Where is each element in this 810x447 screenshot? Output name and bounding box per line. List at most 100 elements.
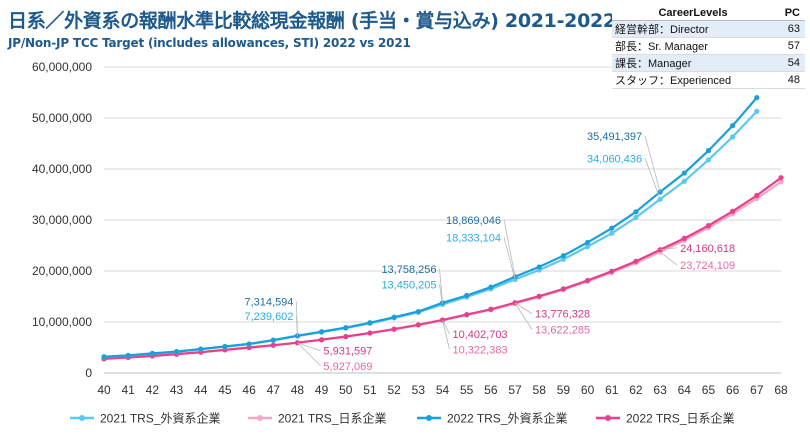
data-point bbox=[391, 314, 397, 320]
y-tick-label: 10,000,000 bbox=[32, 315, 92, 329]
data-label: 13,450,205 bbox=[381, 279, 436, 291]
data-point bbox=[681, 235, 687, 241]
pc-header: PC bbox=[774, 5, 805, 21]
data-point bbox=[560, 286, 566, 292]
x-tick-label: 41 bbox=[121, 383, 135, 397]
data-point bbox=[730, 123, 736, 129]
career-level-pc: 48 bbox=[774, 71, 805, 89]
data-point bbox=[584, 277, 591, 284]
data-point bbox=[319, 337, 325, 343]
x-tick-label: 44 bbox=[194, 383, 208, 397]
table-row: スタッフ：Experienced 48 bbox=[612, 71, 805, 89]
annotation-leader-line bbox=[442, 320, 450, 350]
data-label: 18,869,046 bbox=[446, 215, 501, 227]
legend-item: 2022 TRS_日系企業 bbox=[596, 411, 735, 426]
data-point bbox=[319, 329, 325, 335]
x-tick-label: 40 bbox=[97, 383, 111, 397]
x-tick-label: 66 bbox=[726, 383, 740, 397]
legend-swatch-marker bbox=[257, 415, 263, 421]
annotation-leader-line bbox=[439, 284, 443, 305]
data-label: 35,491,397 bbox=[587, 131, 642, 143]
career-level-label: スタッフ：Experienced bbox=[612, 71, 775, 89]
chart-subtitle: JP/Non-JP TCC Target (includes allowance… bbox=[8, 36, 411, 50]
data-point bbox=[584, 243, 591, 250]
x-tick-label: 67 bbox=[750, 383, 764, 397]
y-tick-label: 0 bbox=[85, 366, 92, 380]
x-tick-label: 54 bbox=[436, 383, 450, 397]
career-level-table: CareerLevels PC 経営幹部：Director 63 部長：Sr. … bbox=[612, 5, 805, 89]
data-point bbox=[464, 292, 470, 299]
data-point bbox=[101, 354, 107, 360]
data-point bbox=[367, 320, 373, 326]
data-label: 18,333,104 bbox=[446, 233, 501, 245]
data-point bbox=[584, 239, 591, 246]
legend-swatch-marker bbox=[79, 415, 85, 421]
x-tick-label: 57 bbox=[508, 383, 522, 397]
x-tick-label: 43 bbox=[170, 383, 184, 397]
annotation-leader-line bbox=[297, 342, 321, 367]
table-row: 課長：Manager 54 bbox=[612, 54, 805, 72]
data-label: 34,060,436 bbox=[587, 153, 642, 165]
career-level-label: 経営幹部：Director bbox=[612, 20, 775, 38]
data-label: 23,724,109 bbox=[680, 260, 735, 272]
x-tick-label: 68 bbox=[774, 383, 788, 397]
legend-item: 2022 TRS_外資系企業 bbox=[417, 411, 568, 426]
x-tick-label: 46 bbox=[242, 383, 256, 397]
career-level-pc: 63 bbox=[774, 20, 805, 38]
career-levels-header: CareerLevels bbox=[612, 5, 775, 21]
annotation-leader-line bbox=[442, 319, 450, 335]
data-point bbox=[270, 342, 276, 348]
x-tick-label: 55 bbox=[460, 383, 474, 397]
data-point bbox=[633, 258, 639, 264]
annotation-leader-line bbox=[296, 316, 298, 337]
legend-label: 2021 TRS_外資系企業 bbox=[100, 411, 221, 426]
x-tick-label: 53 bbox=[412, 383, 426, 397]
y-tick-label: 60,000,000 bbox=[32, 60, 92, 74]
data-point bbox=[754, 95, 760, 101]
annotation-leader-line bbox=[514, 302, 533, 315]
data-point bbox=[536, 264, 542, 270]
x-tick-label: 60 bbox=[581, 383, 595, 397]
data-point bbox=[633, 209, 639, 215]
career-level-pc: 57 bbox=[774, 37, 805, 55]
data-point bbox=[222, 343, 228, 350]
data-point bbox=[367, 330, 373, 336]
data-point bbox=[173, 348, 180, 355]
data-point bbox=[681, 170, 687, 176]
x-tick-label: 47 bbox=[267, 383, 281, 397]
y-tick-label: 50,000,000 bbox=[32, 111, 92, 125]
data-label: 7,239,602 bbox=[244, 311, 293, 323]
data-point bbox=[246, 341, 252, 347]
data-label: 13,776,328 bbox=[535, 309, 590, 321]
annotation-leader-line bbox=[297, 342, 321, 352]
series-line bbox=[103, 110, 758, 358]
data-point bbox=[343, 325, 349, 331]
annotation-leader-line bbox=[503, 219, 516, 277]
legend-swatch-marker bbox=[605, 415, 611, 421]
data-point bbox=[754, 192, 760, 199]
data-point bbox=[536, 293, 542, 299]
legend-label: 2022 TRS_日系企業 bbox=[626, 411, 735, 426]
table-header-row: CareerLevels PC bbox=[612, 5, 805, 21]
data-point bbox=[488, 284, 494, 290]
legend-item: 2021 TRS_日系企業 bbox=[248, 411, 387, 426]
data-point bbox=[560, 256, 566, 262]
chart-title: 日系／外資系の報酬水準比較総現金報酬 (手当・賞与込み) 2021-2022 bbox=[8, 10, 616, 32]
annotation-leader-line bbox=[644, 135, 661, 193]
table-row: 部長：Sr. Manager 57 bbox=[612, 37, 805, 55]
data-point bbox=[778, 179, 784, 185]
data-label: 7,314,594 bbox=[244, 297, 293, 309]
data-point bbox=[657, 189, 663, 195]
data-point bbox=[681, 178, 687, 184]
data-point bbox=[609, 268, 615, 274]
data-point bbox=[560, 253, 566, 259]
x-tick-label: 61 bbox=[605, 383, 619, 397]
career-level-pc: 54 bbox=[774, 54, 805, 72]
data-point bbox=[657, 196, 663, 202]
x-tick-label: 62 bbox=[629, 383, 643, 397]
data-point bbox=[415, 308, 421, 315]
annotation-leader-line bbox=[439, 268, 443, 303]
career-level-label: 課長：Manager bbox=[612, 54, 775, 72]
data-point bbox=[149, 350, 155, 356]
